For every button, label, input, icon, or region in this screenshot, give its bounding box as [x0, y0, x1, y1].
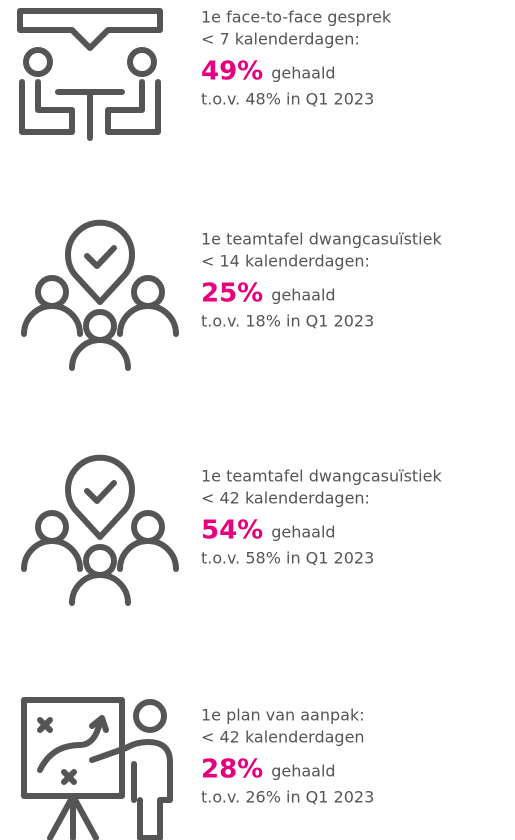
item-subtitle: < 14 kalenderdagen: — [201, 252, 370, 271]
item-comparison: t.o.v. 26% in Q1 2023 — [201, 788, 374, 807]
item-value: 49% — [201, 57, 263, 87]
item-value: 25% — [201, 279, 263, 309]
item-suffix: gehaald — [271, 523, 335, 542]
item-comparison: t.o.v. 18% in Q1 2023 — [201, 312, 374, 331]
item-title: 1e face-to-face gesprek — [201, 8, 392, 27]
item-title: 1e teamtafel dwangcasuïstiek — [201, 467, 442, 486]
item-title: 1e teamtafel dwangcasuïstiek — [201, 230, 442, 249]
item-suffix: gehaald — [271, 762, 335, 781]
meeting-icon — [17, 8, 163, 141]
item-subtitle: < 42 kalenderdagen — [201, 728, 365, 747]
item-value: 28% — [201, 755, 263, 785]
item-suffix: gehaald — [271, 64, 335, 83]
item-title: 1e plan van aanpak: — [201, 706, 365, 725]
plan-icon — [21, 697, 173, 840]
item-subtitle: < 42 kalenderdagen: — [201, 489, 370, 508]
team-icon — [21, 454, 179, 606]
team-icon — [21, 219, 179, 371]
item-suffix: gehaald — [271, 286, 335, 305]
item-comparison: t.o.v. 58% in Q1 2023 — [201, 549, 374, 568]
item-value: 54% — [201, 516, 263, 546]
item-subtitle: < 7 kalenderdagen: — [201, 30, 360, 49]
item-comparison: t.o.v. 48% in Q1 2023 — [201, 90, 374, 109]
